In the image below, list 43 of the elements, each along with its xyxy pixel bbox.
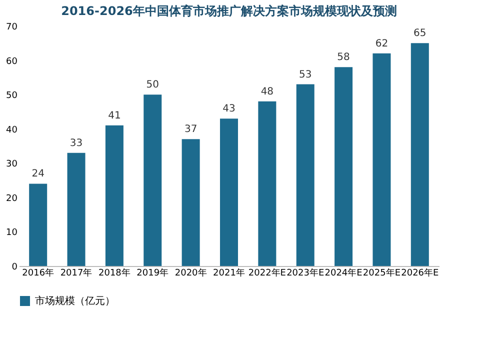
bar	[182, 139, 200, 266]
bar	[144, 94, 162, 266]
bar	[410, 43, 429, 266]
bar	[105, 125, 124, 266]
chart-title: 2016-2026年中国体育市场推广解决方案市场规模现状及预测	[61, 4, 397, 18]
data-label: 48	[260, 86, 274, 98]
data-label: 43	[222, 104, 236, 115]
data-label: 24	[32, 168, 44, 180]
legend-label: 市场规模（亿元）	[35, 295, 115, 307]
bar	[296, 84, 314, 266]
data-label: 58	[337, 52, 350, 64]
x-tick-label: 2024年E	[324, 268, 363, 278]
x-tick-label: 2021年	[213, 268, 245, 278]
y-tick-label: 60	[6, 56, 18, 67]
y-tick-label: 20	[6, 194, 18, 204]
data-label: 33	[70, 138, 83, 149]
y-tick-label: 50	[6, 91, 18, 102]
x-tick-label: 2019年	[136, 268, 169, 278]
y-tick-label: 0	[12, 262, 18, 272]
data-label: 41	[108, 110, 121, 122]
data-label: 53	[298, 69, 312, 80]
x-tick-label: 2016年	[22, 268, 54, 278]
y-tick-label: 40	[6, 125, 18, 136]
x-tick-label: 2023年E	[286, 268, 324, 278]
x-tick-label: 2026年E	[401, 268, 440, 278]
x-tick-label: 2025年E	[362, 268, 401, 278]
y-tick-label: 10	[6, 228, 18, 238]
bar	[29, 184, 48, 266]
bar	[67, 152, 86, 266]
x-tick-label: 2017年	[60, 268, 92, 278]
y-tick-label: 70	[6, 22, 18, 32]
x-tick-label: 2022年E	[248, 268, 286, 278]
bar	[372, 53, 391, 266]
data-label: 37	[184, 124, 198, 136]
x-tick-label: 2020年	[174, 268, 207, 278]
y-tick-label: 30	[6, 160, 18, 170]
bar	[258, 101, 276, 266]
data-label: 50	[146, 80, 160, 91]
data-label: 62	[375, 38, 388, 50]
data-label: 65	[414, 28, 426, 40]
bar	[334, 67, 353, 266]
bar	[220, 118, 238, 266]
x-tick-label: 2018年	[98, 268, 130, 278]
